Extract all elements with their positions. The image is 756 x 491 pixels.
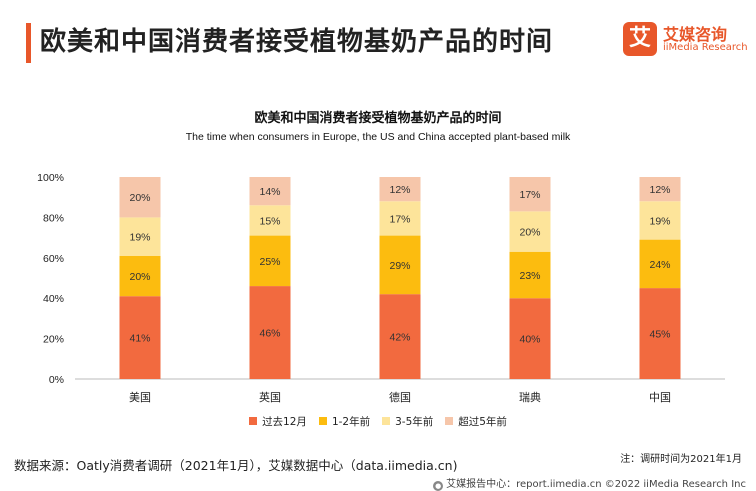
- legend-item: 过去12月: [249, 414, 307, 429]
- y-tick-label: 60%: [43, 253, 64, 265]
- page-title: 欧美和中国消费者接受植物基奶产品的时间: [40, 27, 554, 57]
- legend-swatch: [318, 417, 327, 425]
- data-label: 24%: [649, 259, 670, 271]
- x-tick-label: 德国: [389, 390, 411, 404]
- chart-title: 欧美和中国消费者接受植物基奶产品的时间: [254, 111, 502, 126]
- logo-english-name: iiMedia Research: [663, 42, 748, 53]
- legend-swatch: [382, 417, 391, 425]
- data-label: 25%: [259, 256, 280, 268]
- stacked-bar-chart: 0% 20% 40% 60% 80% 100% 41% 20% 19% 20% 美国 46% 25% 15…: [37, 172, 725, 404]
- y-tick-label: 80%: [43, 212, 64, 224]
- bar-segment: [509, 298, 551, 379]
- legend-item: 3-5年前: [382, 414, 433, 429]
- legend-swatch: [445, 417, 454, 425]
- bar-segment: [119, 217, 161, 256]
- legend-item: 1-2年前: [318, 414, 371, 429]
- data-label: 14%: [259, 186, 280, 198]
- legend-swatch: [249, 417, 258, 425]
- bar-segment: [119, 177, 161, 218]
- bar-segment: [249, 235, 291, 287]
- bar-segment: [379, 294, 421, 379]
- bar-segment: [119, 255, 161, 297]
- bar-segment: [509, 177, 551, 212]
- data-label: 12%: [389, 184, 410, 196]
- y-tick-label: 100%: [37, 172, 64, 184]
- bar-segment: [639, 201, 681, 240]
- y-tick-label: 0%: [49, 374, 64, 386]
- report-center-icon: ●: [433, 481, 444, 491]
- footer-text: 艾媒报告中心：report.iimedia.cn ©2022 iiMedia R…: [446, 479, 746, 490]
- data-label: 17%: [389, 213, 410, 225]
- bar-segment: [119, 296, 161, 379]
- data-label: 41%: [129, 333, 150, 345]
- data-label: 42%: [389, 332, 410, 344]
- bar-segment: [249, 286, 291, 379]
- bar-segment: [509, 211, 551, 252]
- survey-note: 注：调研时间为2021年1月: [620, 454, 742, 465]
- y-tick-label: 40%: [43, 293, 64, 305]
- data-label: 20%: [519, 227, 540, 239]
- title-accent-bar: [26, 23, 31, 63]
- legend-label: 过去12月: [262, 416, 307, 428]
- data-label: 17%: [519, 189, 540, 201]
- data-label: 23%: [519, 270, 540, 282]
- chart-subtitle: The time when consumers in Europe, the U…: [185, 131, 571, 143]
- y-tick-label: 20%: [43, 334, 64, 346]
- data-label: 40%: [519, 334, 540, 346]
- x-tick-label: 美国: [129, 391, 151, 404]
- bar-segment: [249, 205, 291, 236]
- bar-segment: [249, 177, 291, 206]
- data-label: 15%: [259, 215, 280, 227]
- chart-legend: 过去12月 1-2年前 3-5年前 超过5年前: [0, 414, 756, 429]
- logo-chinese-name: 艾媒咨询: [663, 25, 728, 44]
- data-label: 29%: [389, 260, 410, 272]
- data-label: 20%: [129, 192, 150, 204]
- bar-segment: [639, 239, 681, 289]
- legend-item: 超过5年前: [445, 414, 507, 429]
- data-label: 45%: [649, 329, 670, 341]
- iimedia-logo: 艾 艾媒咨询 iiMedia Research: [623, 20, 748, 60]
- legend-label: 3-5年前: [395, 416, 434, 428]
- data-label: 19%: [129, 232, 150, 244]
- bar-segment: [639, 288, 681, 379]
- bar-segment: [509, 251, 551, 299]
- bar-segment: [379, 201, 421, 236]
- data-label: 46%: [259, 328, 280, 340]
- data-label: 20%: [129, 271, 150, 283]
- logo-mark-icon: 艾: [623, 22, 657, 56]
- data-label: 19%: [649, 215, 670, 227]
- x-tick-label: 中国: [649, 391, 671, 404]
- data-label: 12%: [649, 184, 670, 196]
- data-source: 数据来源：Oatly消费者调研（2021年1月），艾媒数据中心（data.iim…: [14, 458, 458, 473]
- legend-label: 超过5年前: [458, 416, 507, 428]
- x-tick-label: 英国: [259, 390, 281, 404]
- bar-segment: [379, 177, 421, 202]
- footer: ● 艾媒报告中心：report.iimedia.cn ©2022 iiMedia …: [433, 475, 746, 491]
- bar-segment: [379, 235, 421, 295]
- x-tick-label: 瑞典: [519, 390, 541, 404]
- legend-label: 1-2年前: [331, 416, 371, 428]
- bar-segment: [639, 177, 681, 202]
